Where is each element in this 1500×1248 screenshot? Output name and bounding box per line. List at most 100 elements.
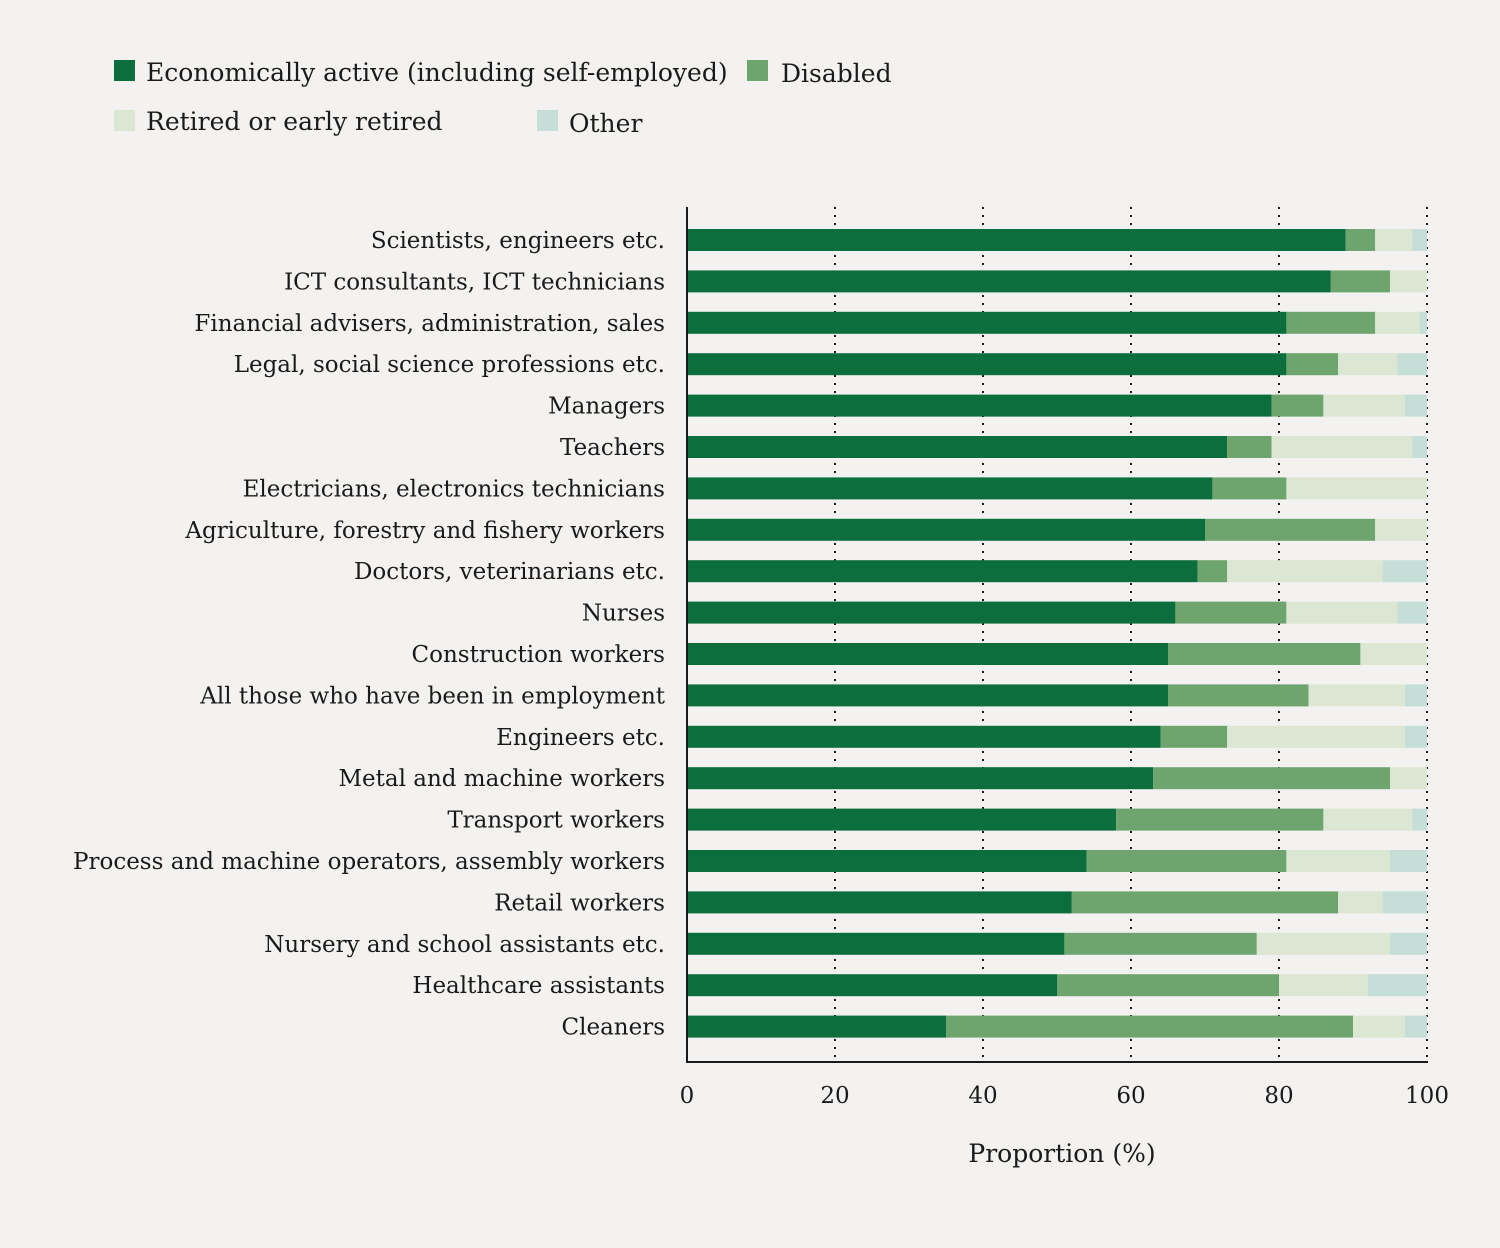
bar-segment — [1353, 1015, 1405, 1038]
x-tick-label: 0 — [680, 1083, 695, 1109]
bar-segment — [1160, 725, 1228, 748]
bar-segment — [687, 974, 1057, 997]
category-label: Construction workers — [412, 642, 665, 668]
category-labels: Scientists, engineers etc. ICT consultant… — [73, 228, 666, 1041]
bar-segment — [687, 725, 1161, 748]
category-label: Teachers — [560, 435, 665, 461]
legend-swatch — [114, 60, 135, 81]
bar-segment — [1367, 974, 1427, 997]
category-label: Electricians, electronics technicians — [243, 476, 665, 502]
bar-segment — [1227, 560, 1383, 583]
category-label: Legal, social science professions etc. — [234, 352, 665, 378]
bar-segment — [1382, 560, 1427, 583]
bar-segment — [1175, 601, 1287, 624]
bar-segment — [1390, 932, 1427, 955]
bar-segment — [1286, 850, 1390, 872]
bar-segment — [1412, 808, 1427, 831]
bar-segment — [1404, 394, 1427, 417]
bar-segment — [1338, 891, 1383, 914]
x-axis-title: Proportion (%) — [968, 1139, 1155, 1168]
bar-segment — [687, 643, 1168, 665]
bar-segment — [1404, 725, 1427, 748]
bar-segment — [1286, 311, 1376, 334]
bar-segment — [1390, 270, 1427, 293]
bar-segment — [1404, 1015, 1427, 1038]
bar-segment — [687, 477, 1213, 500]
category-label: Transport workers — [447, 808, 665, 834]
bar-segment — [687, 353, 1287, 376]
bar-segment — [1256, 932, 1390, 955]
bar-segment — [1168, 684, 1309, 707]
bar-segment — [1404, 684, 1427, 707]
bar-segment — [1197, 560, 1228, 583]
bar-segment — [1338, 353, 1398, 376]
category-label: Managers — [548, 394, 665, 420]
legend-label: Disabled — [781, 59, 892, 88]
category-label: Retail workers — [494, 890, 665, 916]
bar-segment — [1205, 518, 1376, 541]
bar-segment — [1212, 477, 1287, 500]
x-tick-label: 40 — [968, 1083, 997, 1109]
bars — [687, 229, 1427, 1038]
bar-segment — [687, 767, 1154, 790]
bar-segment — [1382, 891, 1427, 914]
bar-segment — [687, 229, 1346, 251]
bar-segment — [1375, 229, 1413, 251]
category-label: All those who have been in employment — [199, 683, 665, 709]
bar-segment — [1323, 808, 1413, 831]
bar-segment — [1086, 850, 1287, 872]
category-label: Nursery and school assistants etc. — [264, 932, 665, 958]
bar-segment — [1397, 353, 1427, 376]
bar-segment — [1397, 601, 1427, 624]
bar-segment — [1412, 436, 1427, 458]
bar-segment — [1116, 808, 1324, 831]
category-label: Healthcare assistants — [412, 973, 665, 999]
category-label: Financial advisers, administration, sale… — [194, 311, 665, 337]
bar-segment — [687, 808, 1117, 831]
category-label: Agriculture, forestry and fishery worker… — [184, 518, 665, 544]
bar-segment — [1375, 311, 1420, 334]
category-label: Nurses — [582, 601, 665, 627]
bar-segment — [1153, 767, 1390, 790]
bar-segment — [1345, 229, 1376, 251]
category-label: Engineers etc. — [496, 725, 665, 751]
bar-segment — [1279, 974, 1368, 997]
bar-segment — [1168, 643, 1361, 665]
bar-segment — [1064, 932, 1257, 955]
category-label: ICT consultants, ICT technicians — [284, 269, 665, 295]
bar-segment — [1308, 684, 1405, 707]
category-label: Metal and machine workers — [338, 766, 665, 792]
legend-label: Retired or early retired — [146, 107, 443, 136]
bar-segment — [1390, 850, 1427, 872]
bar-segment — [1330, 270, 1390, 293]
bar-segment — [1071, 891, 1339, 914]
bar-segment — [687, 394, 1272, 417]
bar-segment — [1286, 353, 1339, 376]
bar-segment — [1286, 601, 1398, 624]
x-tick-label: 80 — [1264, 1083, 1293, 1109]
x-tick-label: 100 — [1405, 1083, 1449, 1109]
legend-swatch — [747, 60, 768, 81]
legend-swatch — [537, 110, 558, 131]
bar-segment — [1419, 311, 1427, 334]
bar-segment — [687, 436, 1228, 458]
category-label: Doctors, veterinarians etc. — [354, 559, 665, 585]
bar-segment — [687, 270, 1331, 293]
bar-segment — [687, 1015, 946, 1038]
bar-segment — [1323, 394, 1405, 417]
x-tick-label: 60 — [1116, 1083, 1145, 1109]
legend-label: Other — [569, 109, 642, 138]
bar-segment — [687, 518, 1205, 541]
bar-segment — [1271, 394, 1324, 417]
bar-segment — [687, 684, 1168, 707]
x-tick-labels: 0 20 40 60 80 100 — [680, 1083, 1449, 1109]
legend-label: Economically active (including self-empl… — [146, 58, 728, 87]
bar-segment — [687, 560, 1198, 583]
bar-segment — [1271, 436, 1413, 458]
bar-segment — [687, 601, 1176, 624]
bar-segment — [1390, 767, 1427, 790]
bar-segment — [1286, 477, 1427, 500]
bar-segment — [1375, 518, 1427, 541]
bar-segment — [1057, 974, 1279, 997]
